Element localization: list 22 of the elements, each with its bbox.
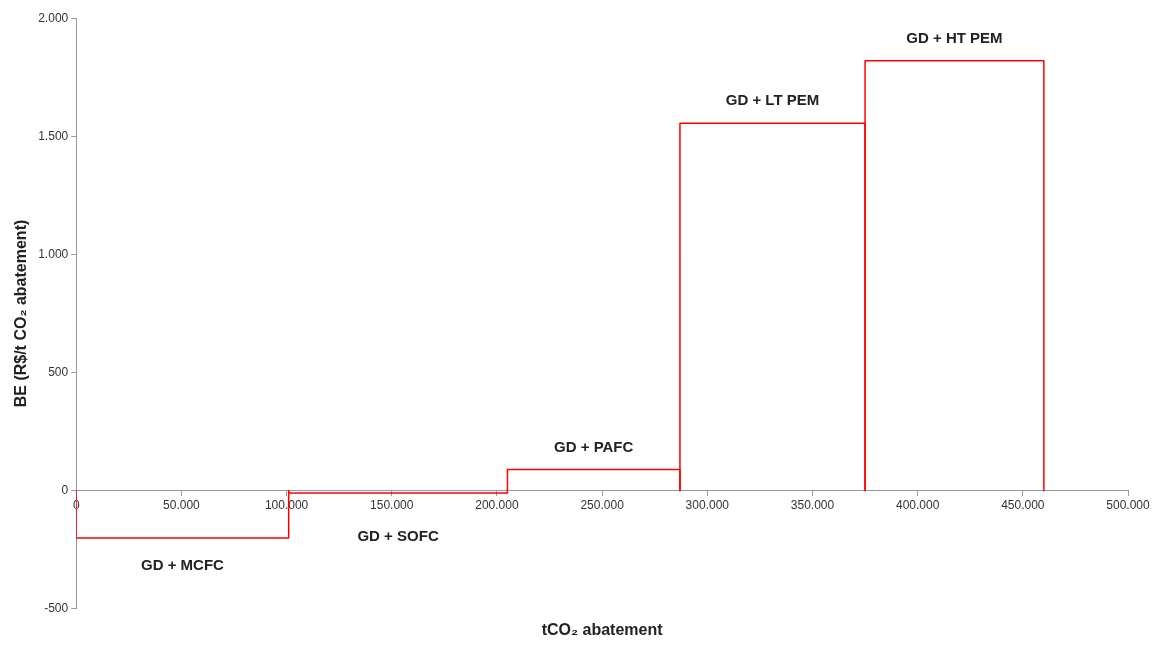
y-tick-label: -500	[44, 601, 69, 616]
x-tick-label: 150.000	[370, 498, 414, 513]
y-tick-label: 1.500	[38, 128, 69, 143]
annotation: GD + MCFC	[141, 556, 225, 574]
x-tick-label: 250.000	[580, 498, 625, 513]
y-tick-label: 2.000	[38, 10, 69, 25]
y-tick-label: 1.000	[38, 246, 69, 261]
x-tick-label: 400.000	[895, 498, 940, 513]
annotation: GD + SOFC	[357, 526, 439, 544]
x-axis-title: tCO₂ abatement	[541, 620, 664, 638]
annotation: GD + HT PEM	[906, 28, 1003, 46]
x-tick-label: 50.000	[163, 498, 201, 513]
y-tick-label: 0	[61, 482, 69, 497]
x-tick-label: 300.000	[685, 498, 730, 513]
x-tick-label: 450.000	[1001, 498, 1045, 513]
annotation: GD + PAFC	[554, 437, 634, 455]
x-tick-label: 350.000	[790, 498, 835, 513]
annotation: GD + LT PEM	[725, 91, 820, 109]
x-tick-label: 500.000	[1106, 498, 1151, 513]
x-tick-label: 200.000	[475, 498, 519, 513]
y-axis-title: BE (R$/t CO₂ abatement)	[12, 219, 30, 408]
y-tick-label: 500	[48, 364, 69, 379]
